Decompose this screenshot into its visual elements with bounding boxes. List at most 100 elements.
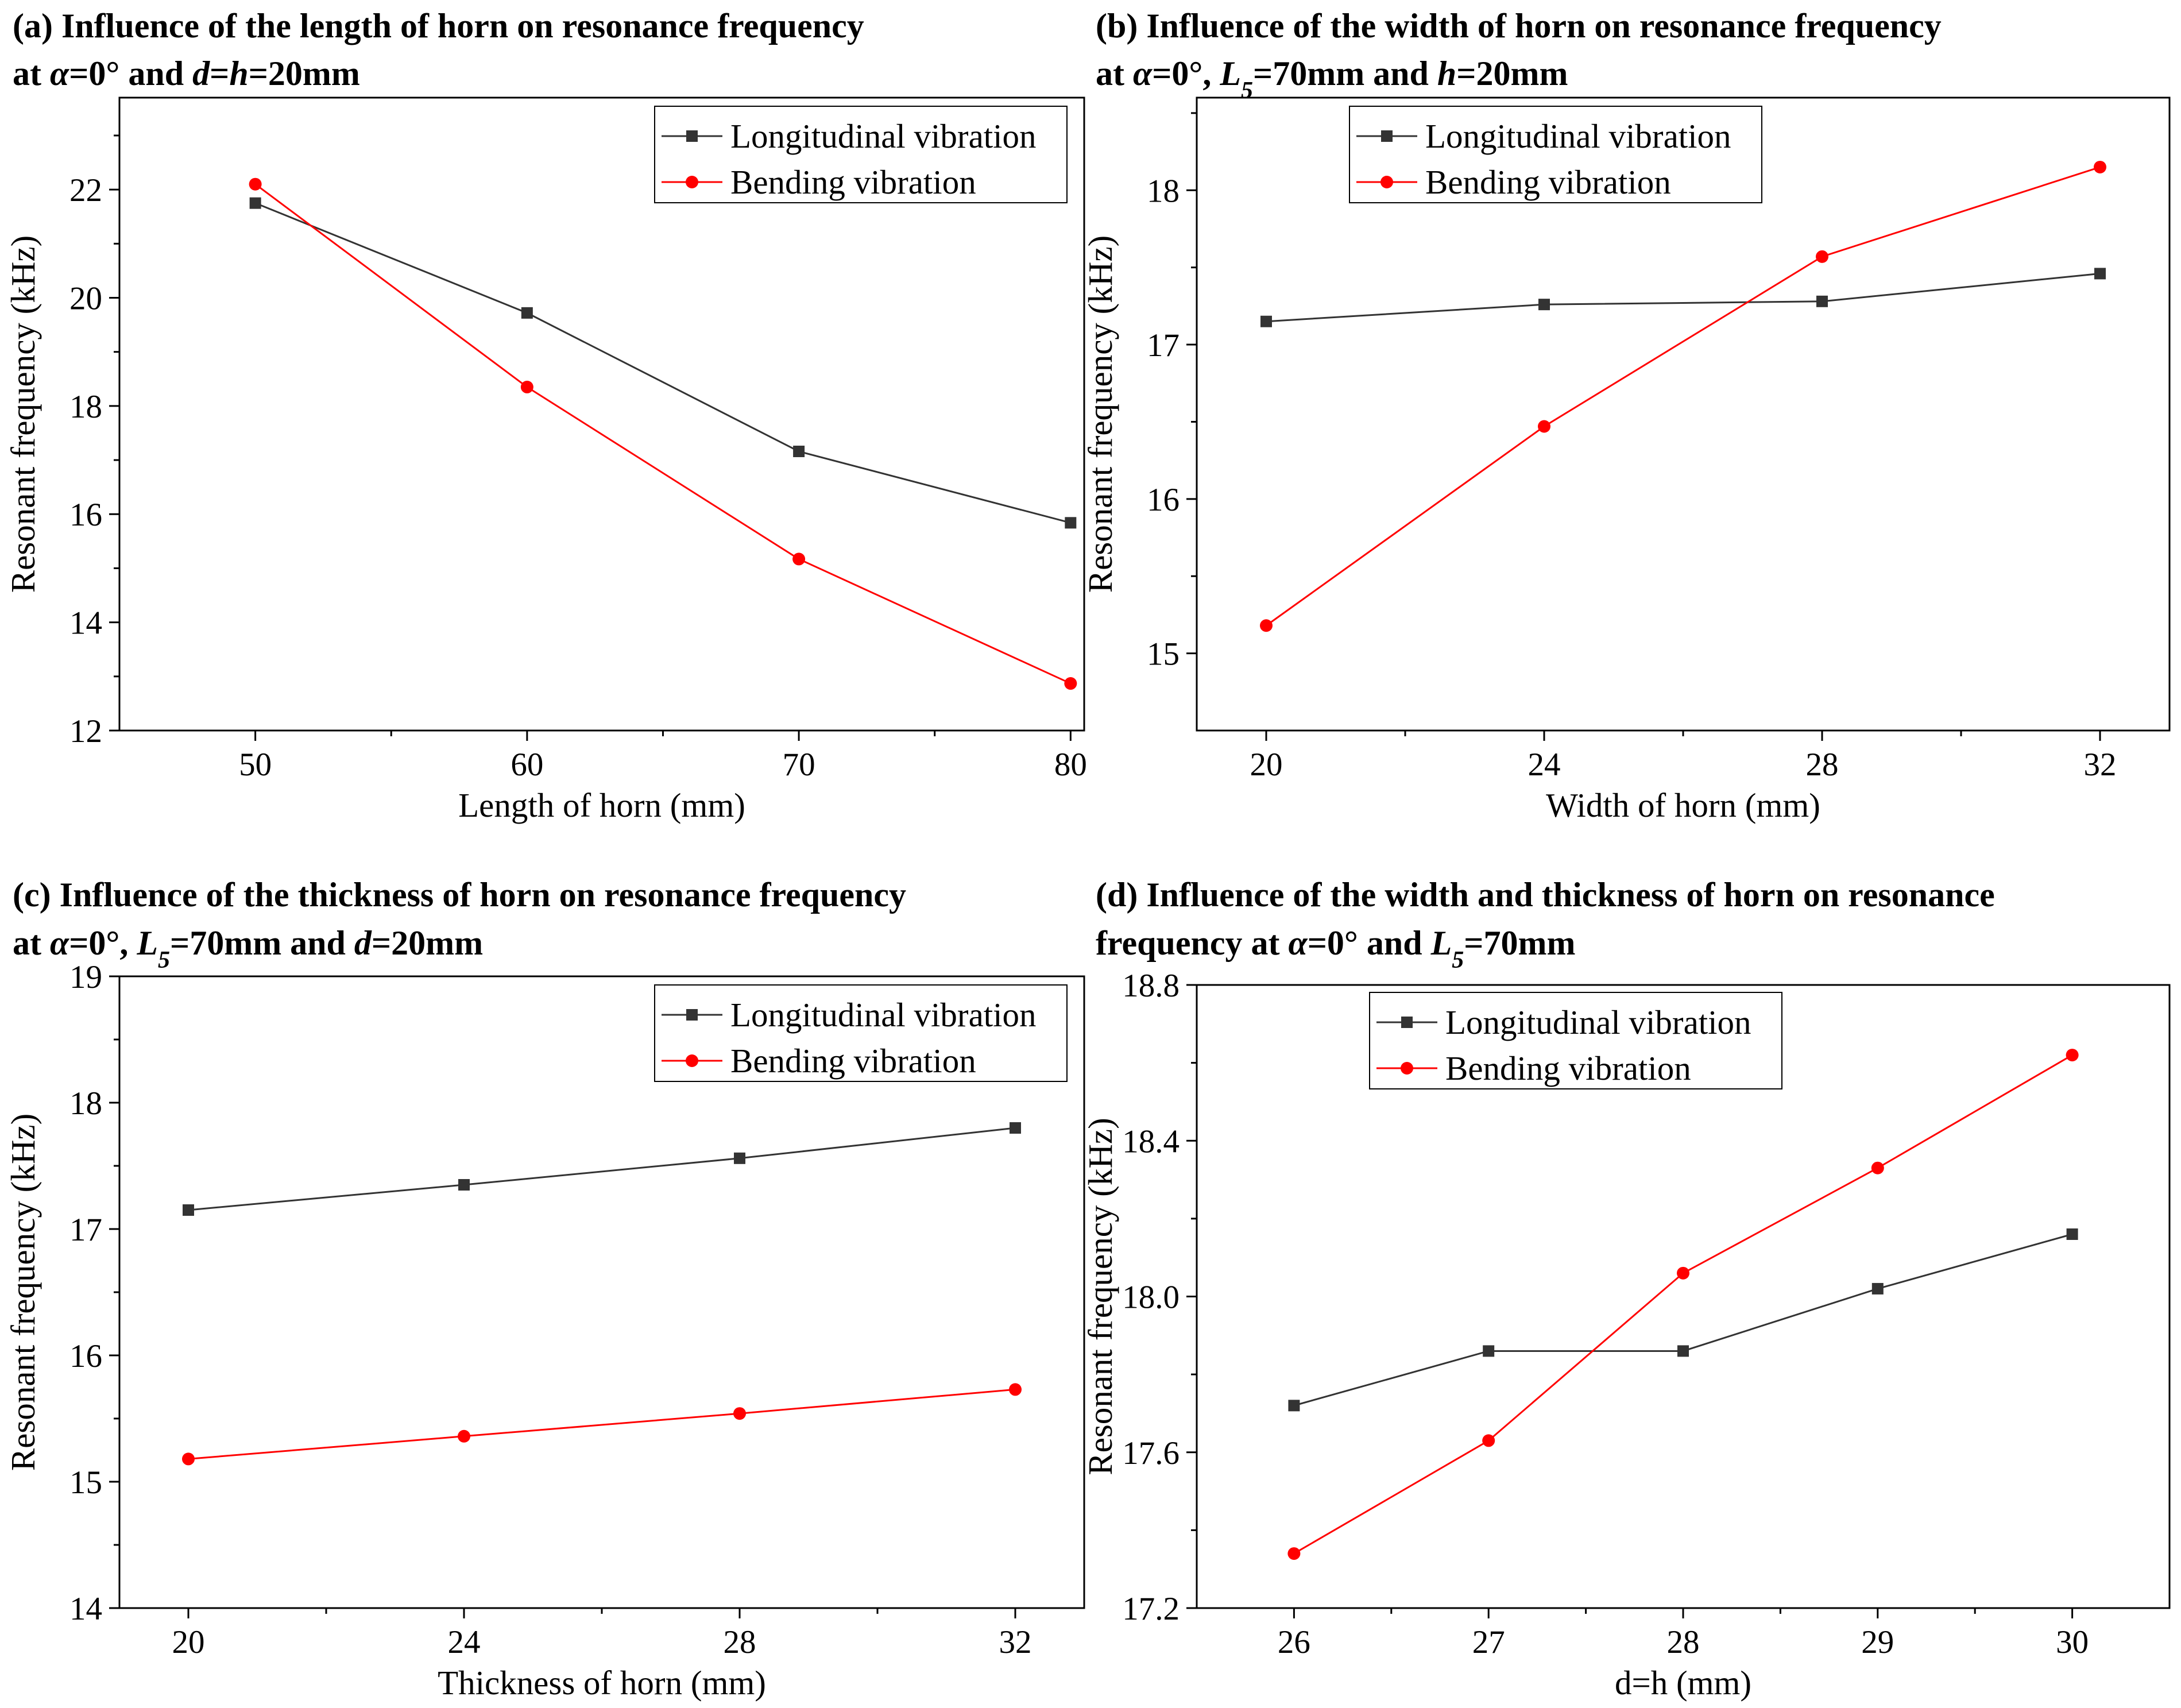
y-axis-label: Resonant frequency (kHz) [4,235,42,593]
title-segment: d [192,55,210,92]
y-axis-label: Resonant frequency (kHz) [1081,235,1119,593]
legend-square-marker [686,1009,698,1021]
title-segment: =20mm [249,55,360,92]
y-tick-label: 12 [69,713,102,749]
y-tick-label: 16 [69,497,102,533]
longitudinal-data-point [458,1179,470,1191]
longitudinal-series-line [255,202,1071,524]
x-tick-label: 80 [1054,747,1087,783]
legend-circle-marker [1380,176,1393,188]
title-segment: L [1430,924,1452,962]
y-tick-label: 17 [1147,327,1180,364]
longitudinal-data-point [1483,1345,1495,1357]
x-tick-label: 32 [999,1624,1032,1660]
longitudinal-data-point [183,1204,194,1216]
y-tick-label: 20 [69,280,102,316]
bending-data-point [2094,160,2106,173]
bending-data-point [1538,420,1550,433]
title-segment: α [50,55,69,92]
longitudinal-data-point [1538,299,1550,311]
bending-data-point [1287,1547,1301,1560]
bending-data-point [1064,677,1077,690]
bending-data-point [792,552,806,566]
title-subscript: 5 [1241,78,1253,104]
title-segment: α [1133,55,1153,92]
bending-data-point [1260,619,1273,632]
legend-square-marker [1401,1017,1413,1028]
y-tick-label: 18 [69,389,102,425]
y-tick-label: 16 [69,1338,102,1374]
x-tick-label: 32 [2084,747,2117,783]
legend-label: Bending vibration [1425,163,1671,201]
y-tick-label: 18 [69,1085,102,1122]
legend-label: Bending vibration [730,1042,976,1080]
title-segment: =0°, [69,924,137,962]
title-segment: =70mm and [170,924,354,962]
x-axis-label: Length of horn (mm) [458,786,745,824]
legend-label: Longitudinal vibration [1445,1003,1751,1041]
bending-series-line [188,1388,1016,1460]
bending-series-line [1266,166,2101,627]
title-segment: α [50,924,69,962]
y-axis-label: Resonant frequency (kHz) [1081,1118,1119,1475]
longitudinal-data-point [2094,268,2106,280]
bending-data-point [2066,1049,2079,1062]
panel-c: (c) Influence of the thickness of horn o… [4,876,1085,1702]
legend-box [654,984,1068,1082]
panel-title-line: at α=0°, L5=70mm and h=20mm [1096,55,1568,104]
legend-label: Longitudinal vibration [730,117,1037,155]
bending-data-point [1009,1383,1022,1396]
legend-label: Bending vibration [730,163,976,201]
panel-title-line: at α=0° and d=h=20mm [13,55,360,92]
panel-title-line: (b) Influence of the width of horn on re… [1096,7,1942,45]
title-segment: (d) Influence of the width and thickness… [1096,876,1995,914]
title-segment: α [1289,924,1308,962]
legend-circle-marker [1401,1062,1413,1075]
title-segment: h [229,55,248,92]
panel-title-line: frequency at α=0° and L5=70mm [1096,924,1575,973]
y-tick-label: 18 [1147,173,1180,209]
x-tick-label: 29 [1861,1624,1894,1660]
panel-a: (a) Influence of the length of horn on r… [4,7,1087,824]
longitudinal-data-point [2066,1228,2078,1240]
title-segment: =20mm [372,924,483,962]
x-tick-label: 27 [1472,1624,1505,1660]
title-segment: L [1219,55,1241,92]
bending-data-point [249,177,262,191]
x-tick-label: 30 [2056,1624,2089,1660]
y-tick-label: 18.8 [1122,968,1180,1004]
y-tick-label: 14 [69,605,102,642]
y-tick-label: 17 [69,1212,102,1248]
bending-data-point [1816,250,1828,263]
longitudinal-data-point [793,445,805,457]
title-segment: d [354,924,372,962]
longitudinal-data-point [249,197,261,209]
legend-label: Longitudinal vibration [1425,117,1731,155]
y-tick-label: 19 [69,959,102,995]
plot-frame [118,96,1085,732]
x-axis-label: Width of horn (mm) [1546,786,1820,824]
x-tick-label: 24 [1528,747,1561,783]
longitudinal-data-point [1677,1345,1689,1357]
x-tick-label: 28 [1667,1624,1700,1660]
title-segment: (c) Influence of the thickness of horn o… [13,876,906,914]
legend-circle-marker [686,1054,698,1067]
panel-title-line: at α=0°, L5=70mm and d=20mm [13,924,483,973]
bending-data-point [1677,1266,1689,1280]
x-tick-label: 26 [1278,1624,1310,1660]
title-segment: frequency at [1096,924,1289,962]
title-segment: at [13,924,50,962]
title-segment: at [13,55,50,92]
title-segment: at [1096,55,1133,92]
longitudinal-data-point [734,1152,745,1164]
legend-label: Longitudinal vibration [730,996,1037,1034]
title-segment: L [136,924,158,962]
title-segment: =0°, [1152,55,1220,92]
x-tick-label: 28 [724,1624,756,1660]
x-tick-label: 24 [448,1624,481,1660]
bending-series-line [254,183,1071,685]
longitudinal-data-point [1816,295,1828,307]
legend-circle-marker [686,176,698,188]
longitudinal-data-point [1260,315,1272,327]
bending-data-point [458,1429,470,1443]
